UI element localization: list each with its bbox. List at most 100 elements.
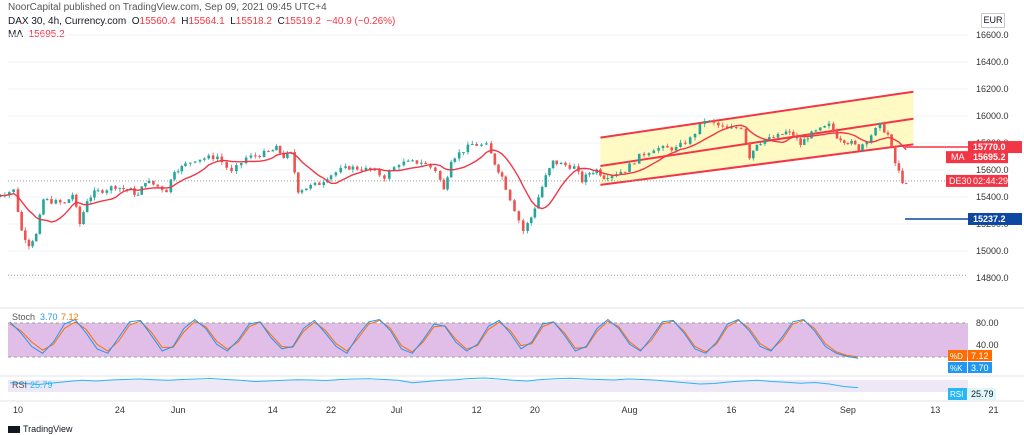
candle bbox=[684, 140, 687, 145]
change-value: −40.9 (−0.26%) bbox=[326, 16, 396, 27]
candle bbox=[383, 174, 386, 182]
candle bbox=[781, 133, 784, 136]
symbol-price-tag: DE30 02:44:29 bbox=[946, 174, 1008, 187]
candle bbox=[93, 187, 96, 201]
candle bbox=[529, 216, 533, 226]
price-tick-label: 15400.0 bbox=[976, 192, 1009, 202]
candle bbox=[31, 239, 34, 249]
stochastic-pane[interactable]: Stoch 3.70 7.12 80.00 40.00 %D 7.12 %K 3… bbox=[8, 312, 999, 373]
candle bbox=[814, 129, 818, 134]
resistance-tag: 15770.0 bbox=[968, 141, 1022, 154]
tradingview-logo[interactable]: TradingView bbox=[8, 424, 73, 434]
candle bbox=[207, 153, 211, 160]
candle bbox=[717, 121, 720, 129]
time-tick-label: Jun bbox=[171, 405, 186, 415]
moving-average-line bbox=[0, 124, 907, 223]
candle bbox=[555, 160, 559, 166]
candle bbox=[559, 161, 563, 165]
candle bbox=[513, 199, 516, 212]
candle bbox=[572, 163, 576, 170]
candle bbox=[402, 158, 406, 167]
candle bbox=[220, 153, 224, 166]
symbol-name[interactable]: DAX 30, 4h, Currency.com bbox=[8, 16, 127, 27]
candle bbox=[670, 146, 674, 153]
time-tick-label: 16 bbox=[726, 405, 736, 415]
candle bbox=[74, 193, 78, 209]
time-tick-label: Aug bbox=[622, 405, 638, 415]
rsi-badge-value: 25.79 bbox=[971, 389, 994, 399]
candle bbox=[784, 129, 788, 135]
candle bbox=[788, 129, 791, 135]
candle bbox=[105, 189, 109, 196]
rsi-label: RSI bbox=[12, 380, 27, 390]
time-tick-label: Sep bbox=[840, 405, 856, 415]
candle bbox=[657, 145, 660, 153]
ma-tag-label: MA bbox=[951, 152, 965, 162]
candle bbox=[839, 135, 842, 143]
candle bbox=[211, 152, 215, 162]
candle bbox=[249, 152, 253, 160]
low-value: 15518.2 bbox=[235, 16, 272, 27]
candle bbox=[20, 210, 23, 232]
candle bbox=[712, 118, 716, 126]
stoch-band bbox=[8, 323, 968, 357]
candle bbox=[564, 161, 567, 168]
candle bbox=[698, 123, 702, 136]
candle bbox=[500, 170, 504, 180]
candle bbox=[424, 160, 427, 165]
candle bbox=[347, 165, 351, 170]
candle bbox=[109, 185, 113, 194]
candle bbox=[666, 143, 669, 148]
candle bbox=[114, 185, 117, 191]
candle bbox=[799, 135, 802, 148]
channel-middle-line[interactable] bbox=[600, 117, 914, 167]
candle bbox=[874, 127, 877, 136]
price-tick-label: 16200.0 bbox=[976, 84, 1009, 94]
candle bbox=[497, 163, 500, 175]
currency-selector[interactable]: EUR bbox=[981, 13, 1005, 28]
price-channel[interactable] bbox=[600, 90, 914, 186]
candle bbox=[411, 159, 414, 162]
candle bbox=[415, 160, 419, 165]
candle bbox=[850, 138, 853, 146]
channel-upper-line[interactable] bbox=[600, 90, 914, 139]
channel-lower-line[interactable] bbox=[600, 143, 914, 186]
stoch-d-value: 7.12 bbox=[971, 351, 989, 361]
candle bbox=[748, 142, 751, 160]
candle bbox=[230, 164, 233, 173]
high-value: 15564.1 bbox=[188, 16, 225, 27]
candle bbox=[216, 153, 219, 162]
candle bbox=[442, 178, 446, 190]
candle bbox=[517, 210, 521, 224]
candle bbox=[861, 143, 864, 153]
time-axis[interactable]: 10 24 Jun 14 22 Jul 12 20 Aug 16 24 Sep 13 21 bbox=[13, 405, 999, 415]
rsi-pane[interactable]: RSI 25.79 RSI 25.79 bbox=[8, 377, 996, 400]
candle bbox=[89, 194, 93, 205]
candle bbox=[744, 128, 748, 144]
candle bbox=[755, 144, 759, 152]
candle bbox=[254, 152, 257, 159]
candle bbox=[318, 181, 321, 186]
stoch-d-line bbox=[9, 319, 859, 358]
candle bbox=[50, 195, 53, 205]
candle bbox=[262, 148, 266, 158]
candle bbox=[810, 130, 813, 139]
candle bbox=[901, 168, 904, 185]
candle bbox=[144, 182, 147, 189]
candle bbox=[63, 201, 66, 204]
candle bbox=[449, 159, 453, 178]
candle bbox=[193, 161, 197, 164]
candle bbox=[203, 157, 206, 162]
candle bbox=[827, 120, 831, 129]
candle bbox=[857, 143, 861, 152]
candle bbox=[355, 165, 359, 171]
candle bbox=[615, 171, 618, 178]
candle bbox=[334, 171, 338, 178]
candle bbox=[721, 122, 725, 129]
candle bbox=[595, 168, 599, 176]
candle bbox=[466, 141, 470, 155]
rsi-badge-label: RSI bbox=[950, 390, 963, 399]
candle bbox=[853, 139, 857, 146]
candle bbox=[198, 159, 202, 164]
